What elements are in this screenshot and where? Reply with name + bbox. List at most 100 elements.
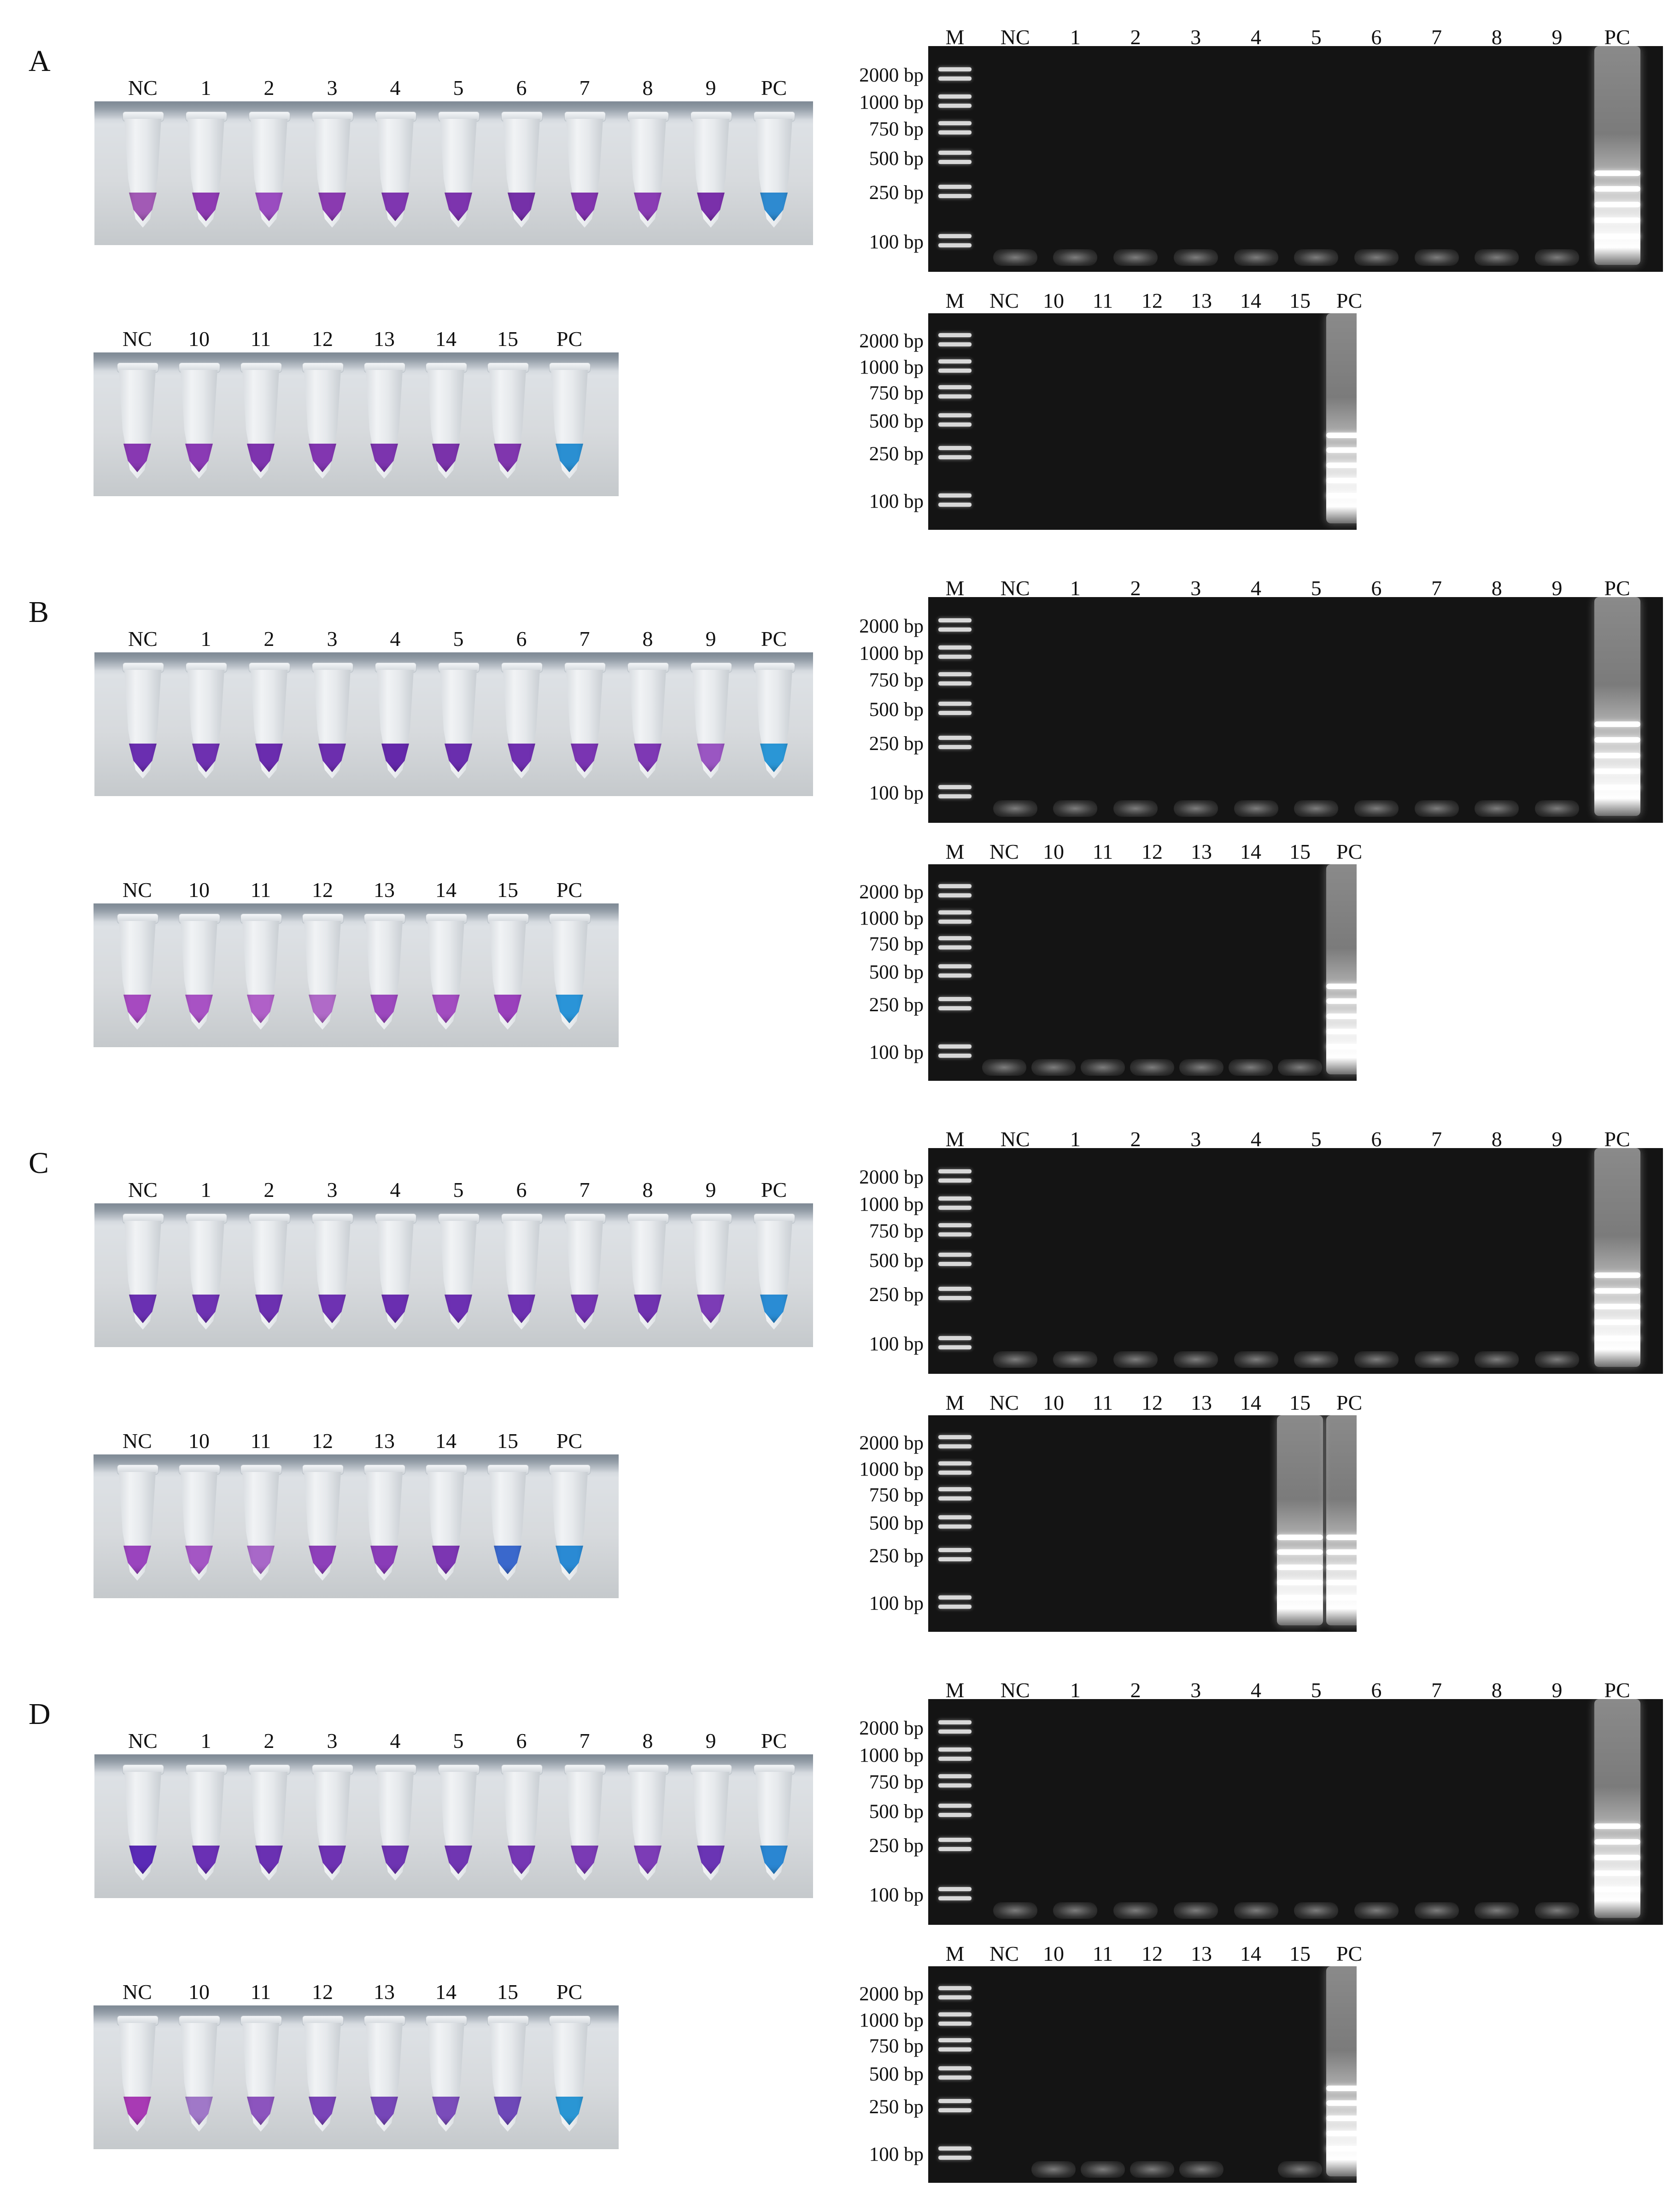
reaction-tube <box>362 914 406 1033</box>
gel-lane-label: 11 <box>1092 840 1113 863</box>
ladder-band <box>938 445 972 450</box>
primer-dimer-band <box>1294 800 1339 817</box>
tube-liquid <box>556 2097 583 2125</box>
ladder-band <box>938 2146 972 2151</box>
ladder-band <box>938 1783 972 1788</box>
tube-label: 5 <box>453 1729 464 1753</box>
ladder-band <box>938 1461 972 1465</box>
gel-lane-label: 4 <box>1251 25 1261 49</box>
tube-liquid <box>445 193 472 221</box>
gel-lane-label: 6 <box>1371 1678 1382 1702</box>
tube-label: 1 <box>200 627 211 651</box>
tube-label: NC <box>123 327 152 351</box>
reaction-tube <box>247 1213 291 1333</box>
gel-bp-label: 100 bp <box>869 1884 924 1906</box>
gel-lane-label: NC <box>1000 1678 1030 1702</box>
ladder-band <box>938 1887 972 1892</box>
tube-liquid <box>129 744 157 772</box>
tube-label: 6 <box>516 76 527 100</box>
tube-liquid <box>634 193 661 221</box>
primer-dimer-band <box>1130 2161 1174 2178</box>
tube-label: 9 <box>705 76 716 100</box>
tube-label: 6 <box>516 627 527 651</box>
ladder-band <box>938 193 972 198</box>
amplification-band <box>1594 1886 1640 1892</box>
amplification-band <box>1594 1823 1640 1829</box>
reaction-tube <box>562 1213 607 1333</box>
ladder-band <box>938 1604 972 1609</box>
tube-liquid <box>192 1846 220 1874</box>
amplification-ladder-smear <box>1277 1415 1323 1625</box>
gel-lane-label: PC <box>1604 1678 1630 1702</box>
gel-bp-label: 2000 bp <box>859 64 924 86</box>
gel-lane-label: NC <box>989 289 1019 312</box>
gel-bp-label: 250 bp <box>869 182 924 204</box>
panel-letter: A <box>29 44 51 78</box>
reaction-tube <box>424 1465 468 1584</box>
tube-label: 5 <box>453 1178 464 1202</box>
ladder-band <box>938 234 972 239</box>
primer-dimer-band <box>1414 249 1459 266</box>
tube-liquid <box>247 1546 275 1574</box>
amplification-band <box>1594 737 1640 743</box>
reaction-tube <box>239 1465 283 1584</box>
tube-liquid <box>760 1295 788 1323</box>
gel-lane-label: M <box>945 576 965 600</box>
gel-lane-label: PC <box>1336 1391 1363 1414</box>
ladder-band <box>938 964 972 968</box>
panel-b: B NC 1 2 3 4 5 6 7 8 9 PC M NC 1 2 3 4 5 6 7 8 9 PC 2000 bp 1000 … <box>0 551 1680 1102</box>
tube-label: 15 <box>497 878 518 902</box>
reaction-tube <box>177 1465 221 1584</box>
gel-lane-label: 12 <box>1141 1391 1163 1414</box>
gel-bp-label: 1000 bp <box>859 907 924 929</box>
tube-label: 7 <box>579 76 590 100</box>
amplification-band <box>1277 1580 1323 1586</box>
tube-liquid <box>634 744 661 772</box>
gel-lane-label: 3 <box>1190 1127 1201 1151</box>
reaction-tube <box>184 111 228 231</box>
tube-liquid <box>123 995 151 1023</box>
reaction-tube <box>436 111 480 231</box>
ladder-band <box>938 2075 972 2080</box>
tube-liquid <box>381 193 409 221</box>
reaction-tube <box>436 1764 480 1884</box>
gel-lane-label: 2 <box>1130 1127 1141 1151</box>
gel-bp-label: 500 bp <box>869 410 924 432</box>
ladder-band <box>938 618 972 622</box>
gel-lane-label: 11 <box>1092 1942 1113 1965</box>
gel-lane-label: 2 <box>1130 25 1141 49</box>
gel-bp-label: 500 bp <box>869 2063 924 2085</box>
ladder-band <box>938 672 972 677</box>
ladder-band <box>938 1196 972 1201</box>
tube-label: NC <box>123 1980 152 2004</box>
ladder-band <box>938 1345 972 1350</box>
tube-label: NC <box>128 627 158 651</box>
reaction-tube <box>547 2016 591 2135</box>
gel-bp-label: 750 bp <box>869 933 924 955</box>
amplification-band <box>1594 233 1640 239</box>
ladder-band <box>938 1804 972 1808</box>
ladder-band <box>938 1336 972 1341</box>
reaction-tube <box>121 662 165 782</box>
ladder-band <box>938 654 972 659</box>
ladder-band <box>938 711 972 715</box>
reaction-tube <box>300 363 345 482</box>
ladder-band <box>938 1729 972 1734</box>
primer-dimer-band <box>1535 1351 1579 1368</box>
tube-label: 11 <box>250 1429 271 1453</box>
gel-bp-label: 1000 bp <box>859 356 924 378</box>
tube-label: 7 <box>579 627 590 651</box>
ladder-band <box>938 1515 972 1519</box>
gel-bp-label: 100 bp <box>869 1592 924 1614</box>
reaction-tube <box>310 111 354 231</box>
ladder-band <box>938 1487 972 1491</box>
tube-liquid <box>445 744 472 772</box>
reaction-tube <box>239 914 283 1033</box>
gel-bp-label: 1000 bp <box>859 642 924 664</box>
gel-lane-label: 5 <box>1311 1678 1322 1702</box>
primer-dimer-band <box>1113 249 1158 266</box>
primer-dimer-band <box>1234 800 1278 817</box>
reaction-tube <box>373 111 417 231</box>
reaction-tube <box>239 363 283 482</box>
